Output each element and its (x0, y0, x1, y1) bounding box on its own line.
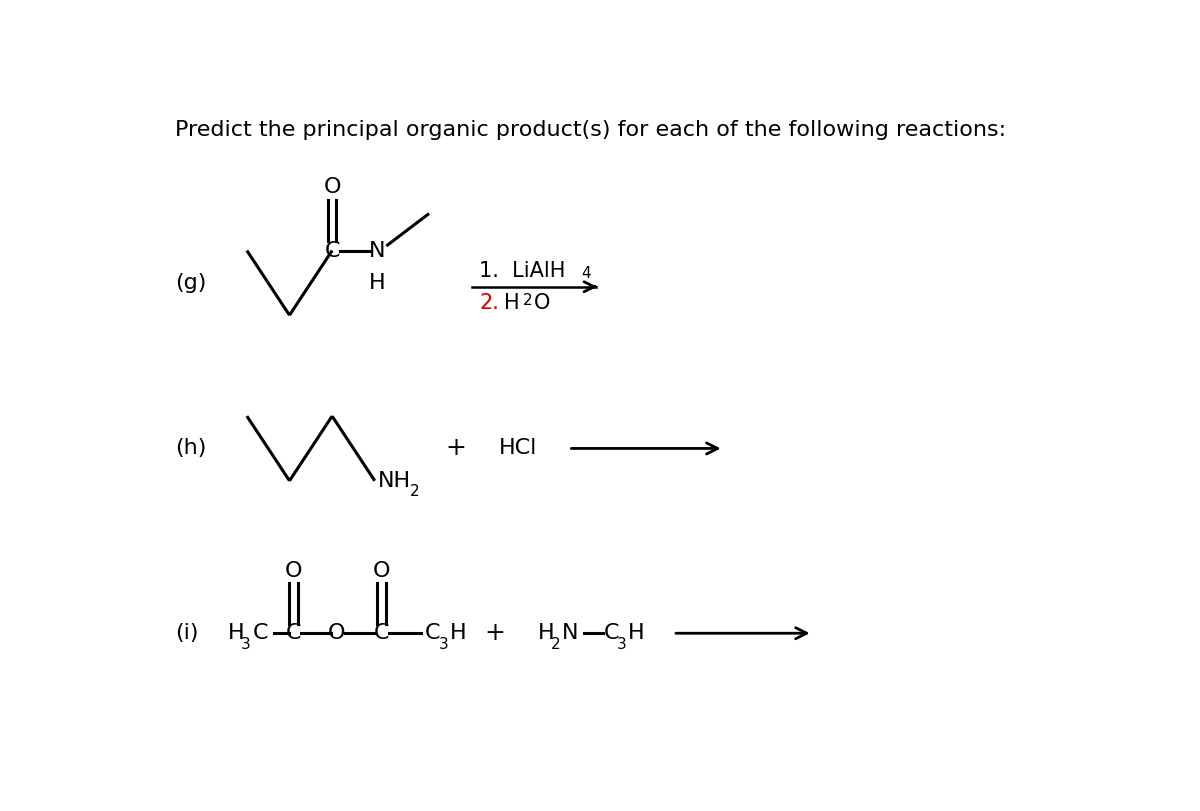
Text: N: N (368, 241, 385, 260)
Text: O: O (323, 178, 341, 197)
Text: O: O (284, 561, 302, 581)
Text: (h): (h) (175, 439, 206, 458)
Text: 2.: 2. (479, 293, 499, 313)
Text: +: + (485, 621, 505, 646)
Text: +: + (445, 436, 467, 461)
Text: H: H (538, 623, 554, 643)
Text: 3: 3 (241, 637, 251, 652)
Text: H: H (504, 293, 520, 313)
Text: O: O (373, 561, 390, 581)
Text: 1.  LiAlH: 1. LiAlH (479, 260, 565, 281)
Text: (i): (i) (175, 623, 198, 643)
Text: C: C (604, 623, 619, 643)
Text: N: N (563, 623, 578, 643)
Text: H: H (368, 272, 385, 293)
Text: C: C (324, 241, 340, 260)
Text: NH: NH (378, 470, 410, 491)
Text: H: H (228, 623, 244, 643)
Text: C: C (252, 623, 268, 643)
Text: 2: 2 (410, 484, 420, 499)
Text: H: H (450, 623, 467, 643)
Text: C: C (425, 623, 440, 643)
Text: HCl: HCl (499, 439, 538, 458)
Text: 3: 3 (617, 637, 626, 652)
Text: C: C (286, 623, 301, 643)
Text: Predict the principal organic product(s) for each of the following reactions:: Predict the principal organic product(s)… (175, 120, 1006, 139)
Text: 2: 2 (551, 637, 560, 652)
Text: 3: 3 (439, 637, 449, 652)
Text: O: O (534, 293, 550, 313)
Text: C: C (374, 623, 390, 643)
Text: H: H (628, 623, 644, 643)
Text: O: O (328, 623, 346, 643)
Text: 4: 4 (582, 265, 592, 281)
Text: 2: 2 (523, 293, 533, 308)
Text: (g): (g) (175, 272, 206, 293)
